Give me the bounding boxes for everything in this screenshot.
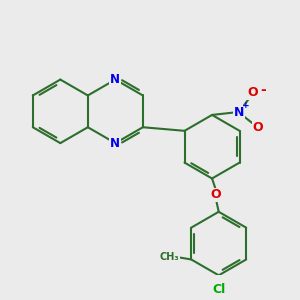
Text: N: N bbox=[110, 73, 120, 86]
Text: O: O bbox=[248, 86, 258, 99]
Text: -: - bbox=[260, 83, 266, 97]
Text: +: + bbox=[242, 101, 250, 110]
Text: N: N bbox=[233, 106, 244, 119]
Text: Cl: Cl bbox=[212, 283, 225, 296]
Text: O: O bbox=[211, 188, 221, 201]
Text: CH₃: CH₃ bbox=[160, 252, 179, 262]
Text: O: O bbox=[253, 121, 263, 134]
Text: N: N bbox=[110, 136, 120, 150]
